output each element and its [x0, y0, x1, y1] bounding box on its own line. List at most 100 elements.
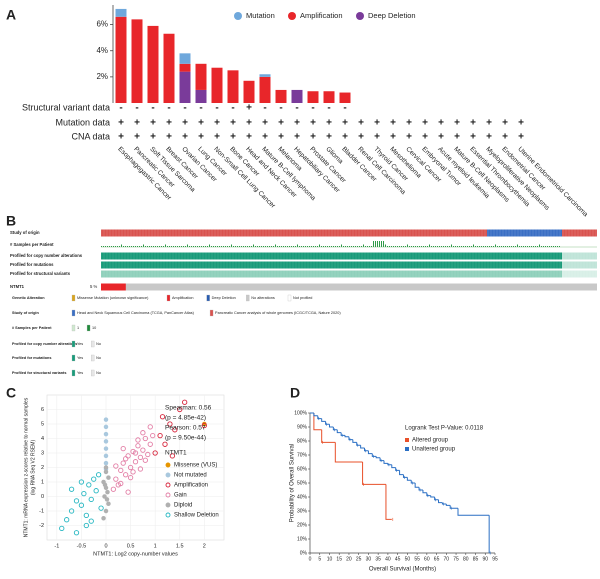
- samples-bar: [225, 246, 226, 247]
- legend-swatch: [165, 502, 171, 508]
- row-symbol: +: [438, 132, 444, 143]
- x-tick-label: 1.5: [176, 543, 184, 549]
- point: [169, 453, 176, 459]
- survival-step: [387, 463, 392, 466]
- bar-segment: [259, 76, 271, 103]
- survival-step: [352, 439, 357, 443]
- samples-bar: [359, 246, 360, 247]
- samples-bar: [291, 246, 292, 247]
- track-label: Profiled for mutations: [10, 262, 54, 267]
- row-symbol: +: [470, 132, 476, 143]
- row-symbol: +: [390, 118, 396, 129]
- samples-bar: [453, 246, 454, 247]
- samples-bar: [503, 246, 504, 247]
- point: [103, 465, 109, 470]
- x-tick-label: 95: [492, 556, 498, 562]
- y-tick-label: 100%: [294, 410, 307, 416]
- samples-bar: [233, 246, 234, 247]
- row-symbol: +: [134, 118, 140, 129]
- samples-bar: [161, 246, 162, 247]
- samples-bar: [519, 246, 520, 247]
- row-symbol: +: [374, 118, 380, 129]
- samples-bar: [501, 246, 502, 247]
- samples-bar: [173, 246, 174, 247]
- legend-label: No: [96, 342, 101, 346]
- legend-swatch: [287, 294, 292, 302]
- legend-label: Pancreatic Cancer analysis of whole geno…: [215, 311, 341, 315]
- row-symbol: +: [246, 103, 252, 114]
- row-symbol: +: [310, 132, 316, 143]
- survival-step: [457, 508, 490, 516]
- samples-bar: [479, 246, 480, 247]
- row-symbol: -: [263, 103, 266, 114]
- samples-bar: [157, 246, 158, 247]
- samples-bar: [273, 246, 274, 247]
- row-symbol: +: [342, 132, 348, 143]
- x-tick-label: 50: [405, 556, 411, 562]
- samples-bar: [405, 246, 406, 247]
- row-symbol: +: [326, 132, 332, 143]
- samples-bar: [397, 246, 398, 247]
- legend-label: Yes: [77, 371, 83, 375]
- samples-bar: [391, 246, 392, 247]
- legend-swatch: [234, 12, 242, 20]
- samples-bar: [281, 246, 282, 247]
- point: [132, 450, 139, 456]
- legend-label: No: [96, 356, 101, 360]
- samples-bar: [321, 246, 322, 247]
- legend-label: Diploid: [174, 503, 192, 509]
- survival-step: [362, 462, 386, 485]
- samples-bar: [387, 246, 388, 247]
- point: [113, 476, 119, 482]
- samples-bar: [207, 246, 208, 247]
- samples-bar: [153, 246, 154, 247]
- point: [120, 460, 126, 466]
- samples-bar: [187, 244, 188, 247]
- samples-bar: [191, 246, 192, 247]
- row-symbol: -: [183, 103, 186, 114]
- legend-label: Amplification: [174, 483, 208, 489]
- row-symbol: +: [294, 132, 300, 143]
- row-symbol: +: [454, 118, 460, 129]
- legend-swatch: [71, 309, 76, 317]
- bar-segment: [307, 91, 319, 103]
- survival-step: [395, 467, 400, 471]
- samples-bar: [445, 246, 446, 247]
- bar-segment: [163, 33, 175, 103]
- samples-bar: [195, 246, 196, 247]
- x-tick-label: 1: [154, 543, 157, 549]
- study-strip-2: [487, 229, 562, 237]
- legend-swatch: [71, 340, 76, 348]
- samples-bar: [139, 246, 140, 247]
- row-symbol: +: [438, 118, 444, 129]
- samples-bar: [101, 246, 102, 247]
- samples-bar: [367, 246, 368, 247]
- samples-bar: [485, 246, 486, 247]
- survival-step: [438, 499, 443, 504]
- survival-step: [410, 480, 416, 484]
- row-symbol: +: [262, 132, 268, 143]
- point: [88, 518, 94, 524]
- samples-bar: [127, 246, 128, 247]
- samples-bar: [133, 246, 134, 247]
- x-tick-label: -1: [54, 543, 59, 549]
- samples-bar: [261, 246, 262, 247]
- samples-bar: [415, 246, 416, 247]
- row-symbol: +: [166, 132, 172, 143]
- samples-bar: [227, 246, 228, 247]
- row-symbol: -: [215, 103, 218, 114]
- panel-label: A: [6, 7, 16, 23]
- samples-bar: [335, 246, 336, 247]
- point: [106, 501, 111, 507]
- row-symbol: +: [326, 118, 332, 129]
- x-tick-label: 60: [424, 556, 430, 562]
- x-tick-label: 0: [309, 556, 312, 562]
- legend-label: Shallow Deletion: [174, 513, 219, 519]
- y-tick-label: 20%: [297, 522, 308, 528]
- samples-bar: [217, 246, 218, 247]
- legend-label: Gain: [174, 493, 187, 499]
- samples-bar: [429, 244, 430, 247]
- x-tick-label: 70: [444, 556, 450, 562]
- annotation: (p = 9.50e-44): [165, 435, 206, 442]
- bar-segment: [115, 8, 127, 17]
